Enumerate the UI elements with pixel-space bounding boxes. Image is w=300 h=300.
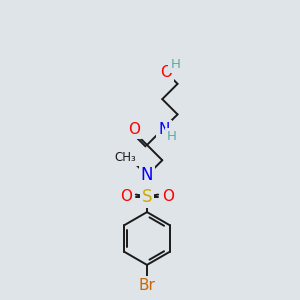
Text: S: S	[142, 188, 152, 206]
Text: O: O	[120, 189, 132, 204]
Text: H: H	[170, 58, 180, 71]
Text: N: N	[158, 122, 169, 137]
Text: O: O	[128, 122, 140, 137]
Text: O: O	[160, 65, 172, 80]
Text: H: H	[167, 130, 177, 143]
Text: Br: Br	[139, 278, 155, 293]
Text: N: N	[141, 167, 153, 184]
Text: O: O	[162, 189, 174, 204]
Text: CH₃: CH₃	[115, 151, 136, 164]
